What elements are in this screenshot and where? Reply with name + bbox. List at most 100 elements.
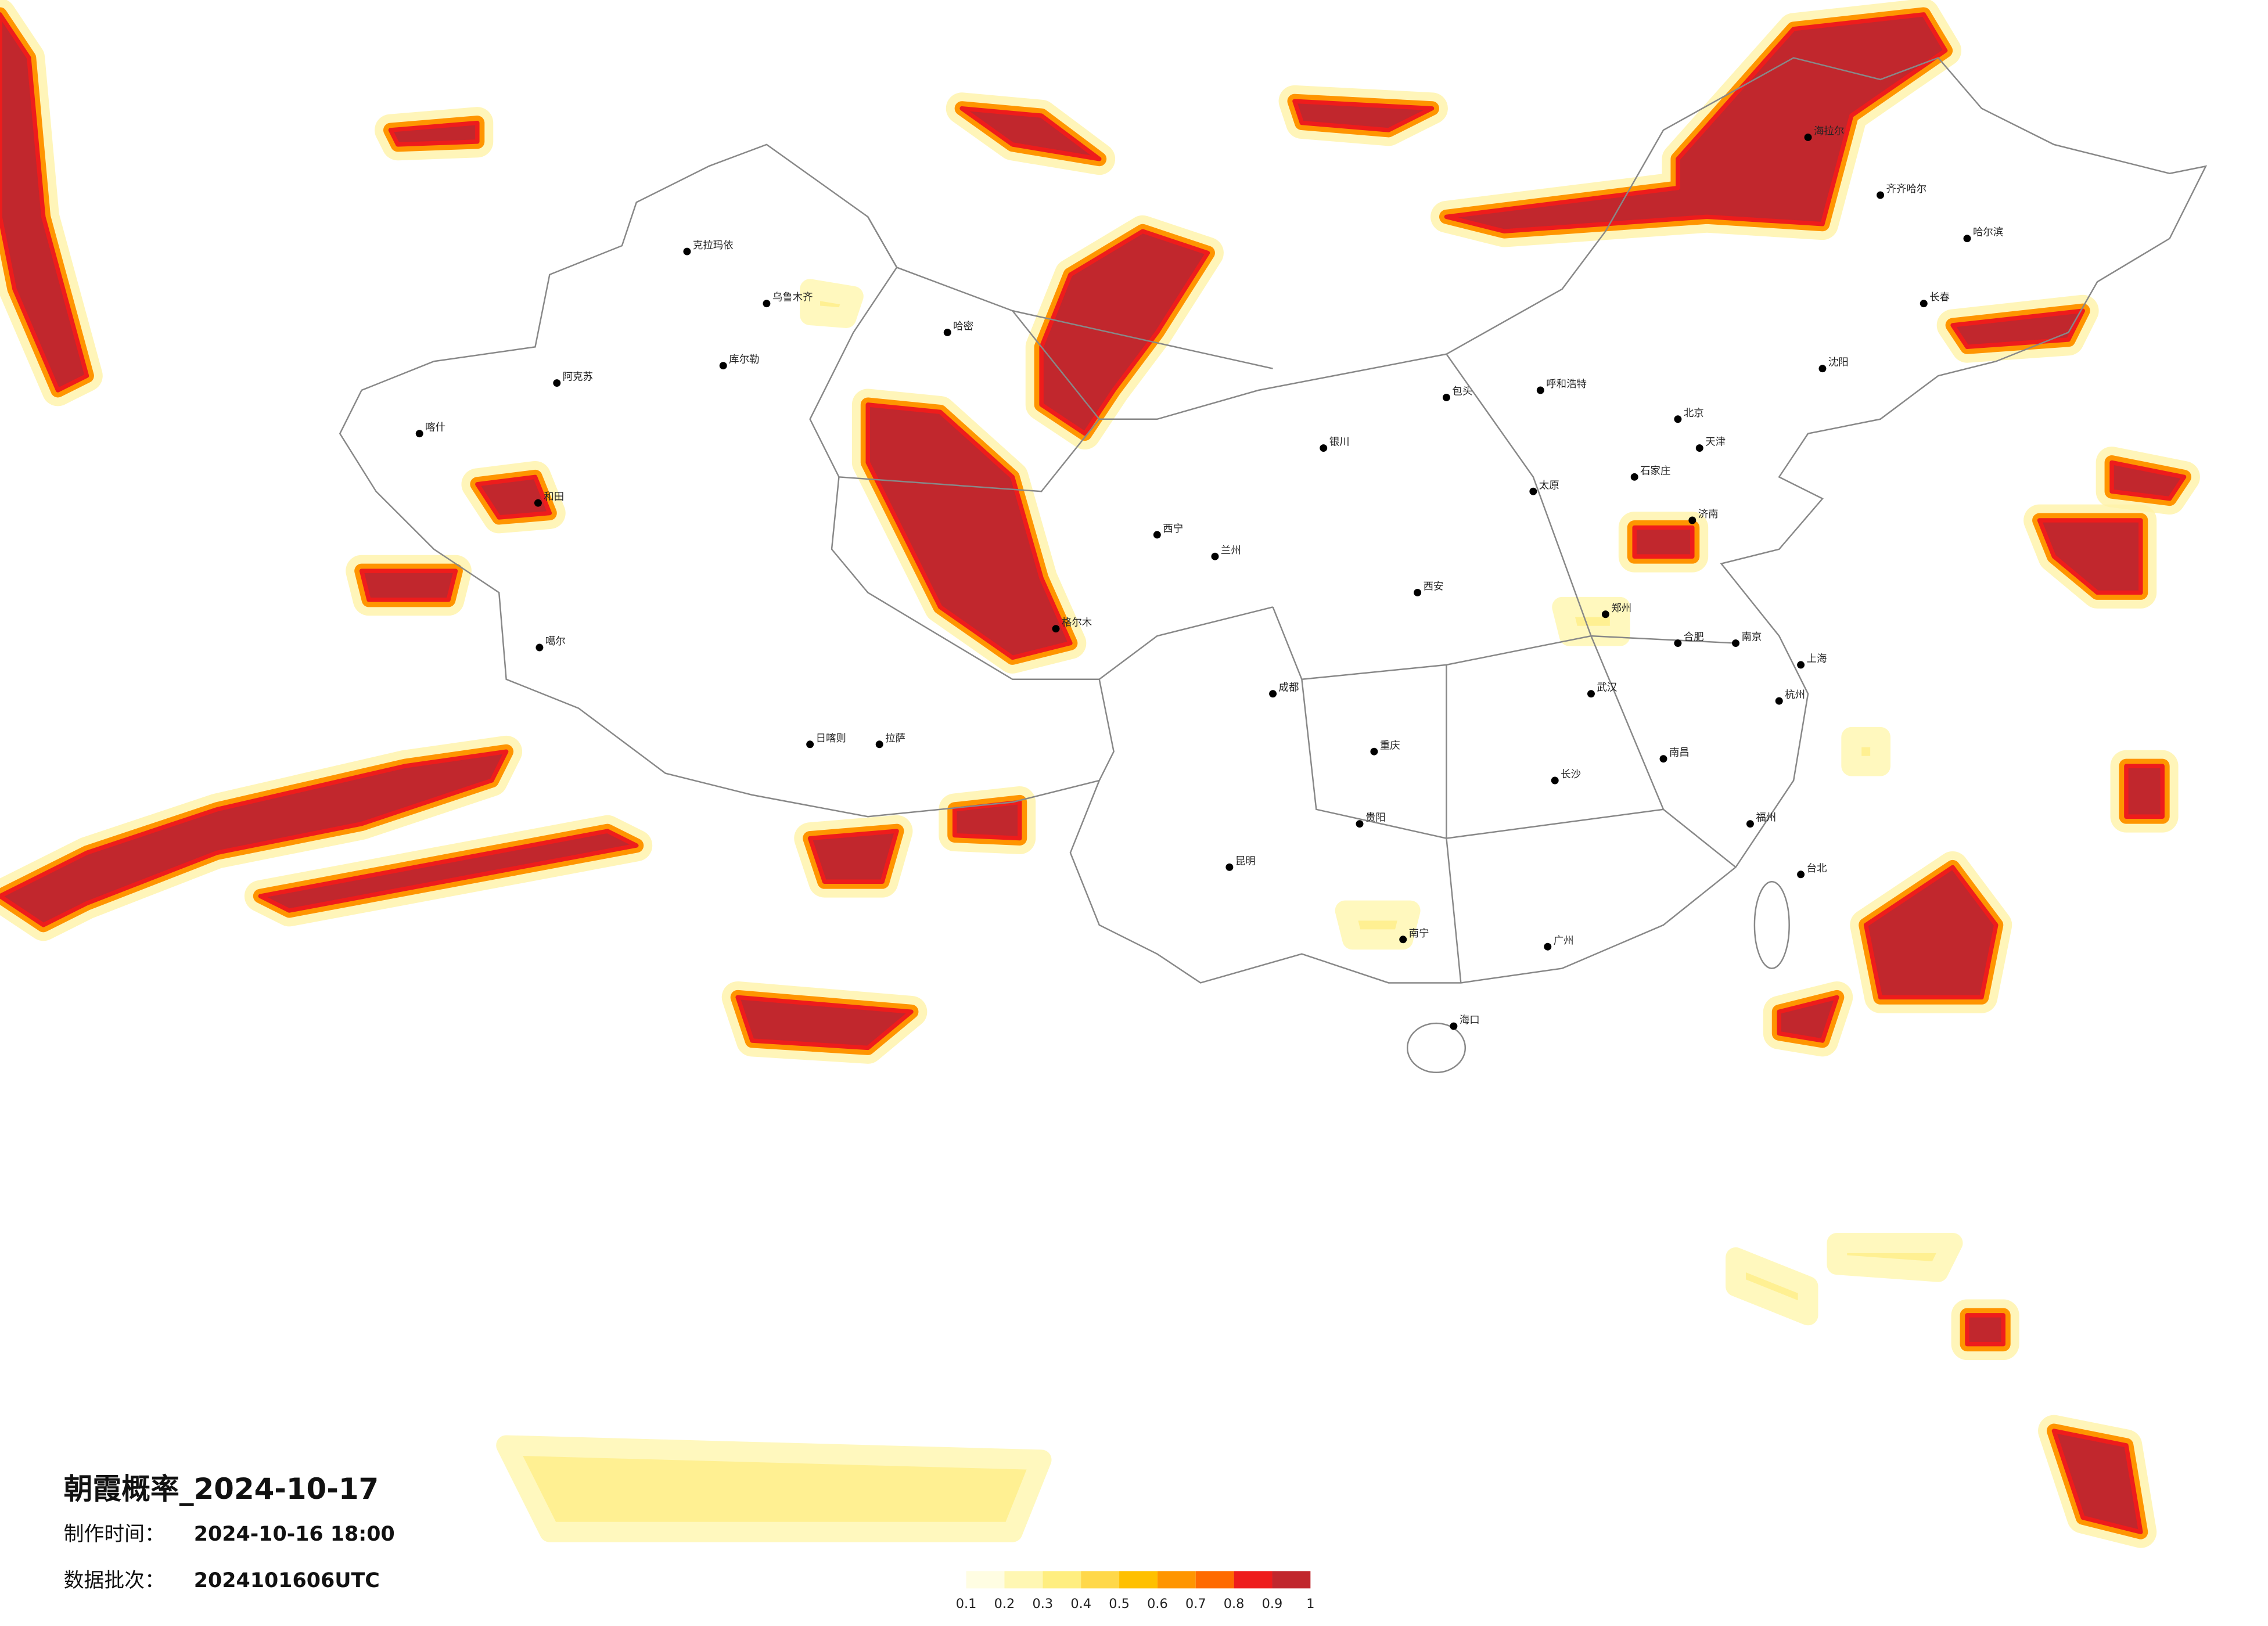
city-label: 广州	[1554, 935, 1574, 947]
city-dot	[1544, 942, 1552, 951]
city-dot	[1399, 936, 1407, 944]
city-label: 南宁	[1409, 928, 1429, 940]
city-dot	[683, 247, 691, 256]
city-dot	[1442, 393, 1450, 401]
city-dot	[1529, 487, 1537, 495]
legend: 0.1 0.2 0.3 0.4 0.5 0.6 0.7 0.8 0.9 1	[956, 1571, 1314, 1611]
city-dot	[1211, 552, 1219, 560]
city-label: 北京	[1684, 408, 1704, 419]
taiwan	[1753, 880, 1790, 969]
legend-tick-label: 0.8	[1224, 1596, 1245, 1611]
core	[807, 829, 899, 884]
core	[258, 829, 639, 913]
city-label: 台北	[1807, 863, 1827, 875]
legend-tick-label: 1	[1306, 1596, 1314, 1611]
city-label: 海拉尔	[1814, 125, 1844, 137]
city-label: 日喀则	[816, 733, 846, 744]
core	[959, 106, 1102, 161]
halo	[496, 1435, 1052, 1542]
core	[1039, 229, 1210, 436]
core	[2109, 460, 2187, 501]
legend-tick-label: 0.1	[956, 1596, 977, 1611]
city-label: 哈密	[953, 321, 973, 332]
legend-swatch	[1234, 1571, 1273, 1589]
city-dot	[1797, 661, 1805, 669]
city-label: 乌鲁木齐	[772, 292, 813, 304]
city-label: 噶尔	[545, 636, 566, 647]
city-label: 南京	[1741, 632, 1762, 643]
city-dot	[1688, 516, 1696, 524]
city-dot	[1920, 300, 1928, 308]
city-dot	[943, 328, 951, 336]
city-label: 武汉	[1597, 682, 1617, 694]
city-dot	[1963, 235, 1971, 243]
legend-swatch	[1195, 1571, 1234, 1589]
city-label: 长春	[1929, 292, 1950, 304]
legend-tick-label: 0.2	[994, 1596, 1015, 1611]
city-dot	[1269, 690, 1277, 698]
halo	[1726, 1247, 1818, 1326]
core	[475, 474, 552, 520]
core	[0, 12, 89, 393]
legend-swatch	[1119, 1571, 1158, 1589]
city-dot	[1551, 776, 1559, 785]
core	[2124, 764, 2165, 819]
city-dot	[806, 740, 814, 749]
city-dot	[1601, 610, 1609, 618]
city-dot	[1659, 755, 1667, 763]
legend-tick-label: 0.5	[1109, 1596, 1130, 1611]
city-label: 福州	[1756, 812, 1776, 824]
city-dot	[1370, 747, 1378, 756]
city-label: 兰州	[1221, 545, 1241, 556]
halo	[1841, 726, 1890, 776]
city-label: 沈阳	[1828, 357, 1849, 369]
core	[1965, 1313, 2005, 1347]
city-label: 和田	[544, 491, 564, 503]
core	[865, 402, 1073, 660]
city-dot	[1804, 133, 1812, 141]
meta-value: 2024-10-16 18:00	[194, 1523, 395, 1546]
legend-swatch	[1272, 1571, 1311, 1589]
city-dot	[875, 740, 883, 749]
border	[339, 57, 2208, 984]
core	[1632, 525, 1695, 559]
meta-label: 数据批次：	[64, 1569, 165, 1592]
legend-swatch	[1157, 1571, 1196, 1589]
city-dot	[1818, 365, 1827, 373]
city-label: 济南	[1698, 509, 1719, 520]
city-label: 郑州	[1611, 603, 1631, 614]
core	[1950, 308, 2085, 350]
city-label: 哈尔滨	[1973, 227, 2003, 239]
core	[1292, 99, 1435, 132]
legend-swatch	[1004, 1571, 1043, 1589]
core	[2037, 518, 2143, 595]
city-label: 成都	[1279, 682, 1299, 694]
city-label: 齐齐哈尔	[1886, 184, 1927, 195]
legend-tick-label: 0.4	[1070, 1596, 1091, 1611]
city-dot	[1746, 820, 1754, 828]
halo	[1335, 900, 1421, 950]
legend-tick-label: 0.3	[1033, 1596, 1054, 1611]
city-dot	[763, 300, 771, 308]
city-label: 阿克苏	[563, 372, 593, 383]
core	[952, 800, 1022, 841]
legend-tick-label: 0.6	[1147, 1596, 1168, 1611]
city-label: 石家庄	[1640, 465, 1670, 477]
city-label: 贵阳	[1365, 812, 1386, 824]
city-dot	[1536, 386, 1544, 394]
legend-tick-label: 0.7	[1185, 1596, 1206, 1611]
city-dot	[1695, 444, 1703, 452]
city-dot	[1674, 415, 1682, 423]
legend-tick-label: 0.9	[1262, 1596, 1283, 1611]
city-dot	[1587, 690, 1595, 698]
city-dot	[415, 430, 423, 438]
city-label: 包头	[1452, 386, 1472, 397]
city-dot	[1052, 625, 1060, 633]
core	[1777, 995, 1839, 1043]
city-label: 格尔木	[1062, 617, 1092, 629]
city-dot	[1225, 863, 1234, 871]
core	[2051, 1429, 2143, 1534]
border	[809, 216, 1737, 983]
